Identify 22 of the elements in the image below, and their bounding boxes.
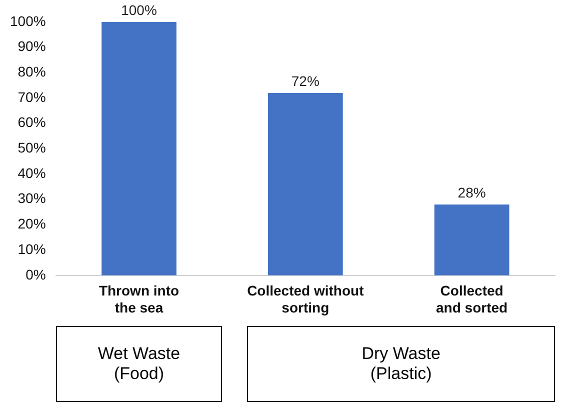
- y-tick-label: 100%: [10, 12, 46, 29]
- data-label: 28%: [458, 184, 486, 200]
- y-tick-label: 40%: [18, 164, 46, 181]
- data-label: 72%: [291, 72, 320, 89]
- y-tick-label: 90%: [18, 38, 46, 54]
- x-tick-label: Collected without sorting: [247, 282, 364, 316]
- bar: [102, 22, 176, 276]
- y-tick-label: 30%: [18, 190, 46, 206]
- y-tick-label: 70%: [18, 88, 46, 105]
- y-tick-label: 80%: [18, 64, 46, 80]
- x-tick-label: Collected and sorted: [436, 282, 508, 316]
- bar: [434, 204, 510, 276]
- y-tick-label: 20%: [18, 216, 46, 232]
- y-tick-label: 50%: [18, 140, 46, 156]
- text: Wet Waste (Food): [56, 326, 222, 402]
- bar: [268, 92, 343, 276]
- data-label: 100%: [121, 2, 157, 18]
- y-tick-label: 10%: [18, 240, 46, 257]
- text: Dry Waste (Plastic): [247, 326, 555, 402]
- y-tick-label: 0%: [26, 266, 46, 282]
- y-tick-label: 60%: [18, 114, 46, 130]
- x-tick-label: Thrown into the sea: [98, 282, 180, 316]
